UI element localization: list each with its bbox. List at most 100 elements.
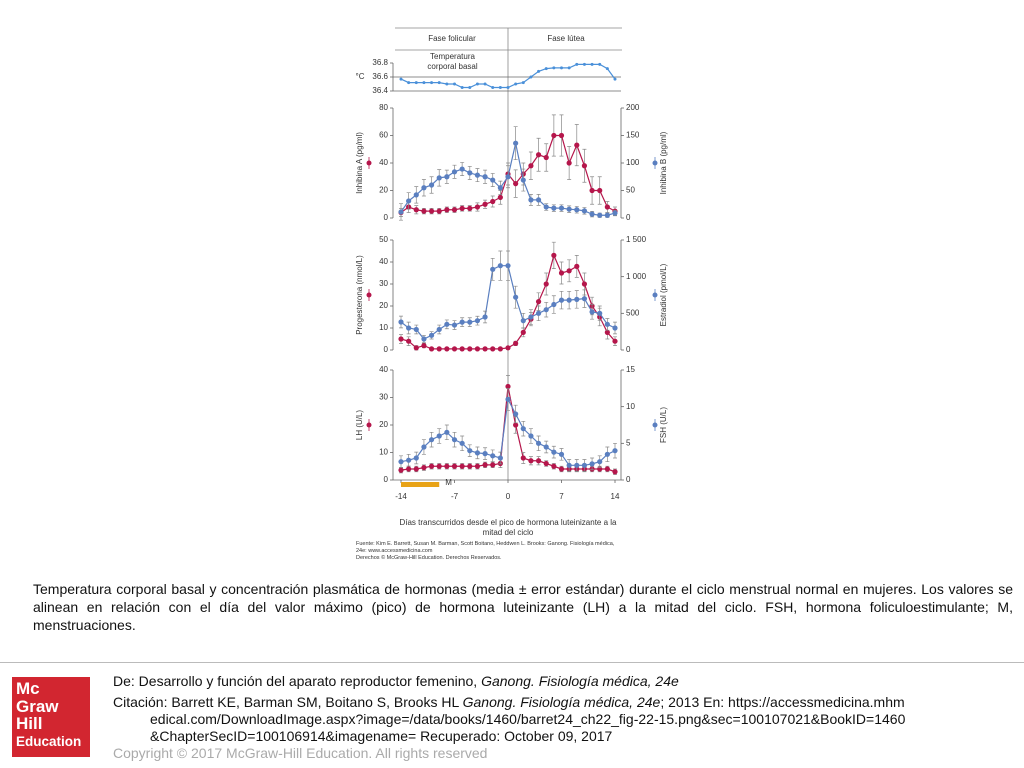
- y2-tick-label: 0: [626, 345, 631, 354]
- data-point: [436, 175, 442, 181]
- logo-line: Graw: [16, 696, 59, 716]
- data-point: [406, 457, 412, 463]
- from-book: Ganong. Fisiología médica, 24e: [481, 673, 679, 689]
- from-prefix: De: Desarrollo y función del aparato rep…: [113, 673, 482, 689]
- data-point: [428, 182, 435, 188]
- data-point: [459, 205, 465, 211]
- citation-book: Ganong. Fisiología médica, 24e: [462, 694, 661, 710]
- data-point: [535, 458, 542, 464]
- data-point: [497, 263, 503, 269]
- data-point: [474, 346, 481, 352]
- data-point: [459, 463, 465, 469]
- data-point: [451, 169, 458, 175]
- data-point: [535, 152, 542, 158]
- data-point: [558, 205, 565, 211]
- data-point: [436, 208, 442, 214]
- y2-tick-label: 0: [626, 213, 631, 222]
- data-point: [581, 281, 588, 287]
- data-point: [413, 466, 419, 472]
- data-point: [566, 462, 572, 468]
- x-tick-label: 14: [611, 492, 620, 501]
- data-point: [597, 187, 603, 194]
- data-point: [589, 309, 595, 315]
- legend-marker: [366, 292, 372, 298]
- data-point: [406, 198, 412, 204]
- copyright: Copyright © 2017 McGraw-Hill Education. …: [113, 745, 488, 761]
- data-point: [535, 197, 542, 203]
- data-point: [459, 319, 465, 325]
- data-point: [558, 270, 565, 276]
- data-point: [459, 440, 465, 446]
- data-point: [574, 207, 580, 213]
- data-point: [543, 281, 549, 287]
- x-tick-label: -14: [395, 492, 407, 501]
- data-point: [613, 77, 617, 81]
- data-point: [413, 345, 419, 351]
- source: Fuente: Kim E. Barrett, Susan M. Barman,…: [356, 541, 626, 562]
- data-point: [551, 132, 557, 139]
- data-point: [453, 82, 456, 86]
- y-tick-label: 80: [379, 103, 388, 112]
- data-point: [514, 82, 518, 86]
- x-axis-label: Días transcurridos desde el pico de horm…: [399, 518, 617, 537]
- y-tick-label: 36.8: [372, 58, 388, 67]
- data-point: [543, 154, 549, 161]
- data-point: [474, 204, 481, 210]
- data-point: [513, 422, 519, 428]
- data-point: [598, 62, 602, 66]
- y-tick-label: 10: [379, 323, 388, 332]
- data-point: [497, 194, 503, 200]
- data-point: [498, 86, 502, 89]
- data-point: [444, 174, 450, 180]
- data-point: [421, 336, 427, 342]
- data-point: [483, 82, 487, 86]
- source-text: Fuente: Kim E. Barrett, Susan M. Barman,…: [356, 541, 615, 554]
- data-point: [413, 455, 419, 461]
- data-point: [451, 322, 458, 328]
- legend-marker: [366, 422, 372, 428]
- data-point: [467, 205, 473, 211]
- y2-tick-label: 1 000: [626, 272, 647, 281]
- logo-line: Hill: [16, 714, 43, 733]
- data-point: [490, 198, 496, 205]
- y-tick-label: 20: [379, 186, 388, 195]
- data-point: [551, 205, 557, 211]
- data-point: [597, 310, 603, 316]
- data-point: [558, 297, 565, 303]
- data-point: [604, 321, 610, 327]
- data-point: [398, 336, 404, 342]
- x-tick-label: 0: [506, 492, 511, 501]
- data-point: [589, 461, 595, 467]
- axis-series-label: Estradiol (pmol/L): [659, 263, 668, 326]
- data-point: [428, 346, 435, 352]
- data-point: [581, 296, 588, 302]
- data-point: [513, 411, 519, 417]
- data-point: [467, 463, 473, 469]
- y2-tick-label: 5: [626, 438, 631, 447]
- data-point: [582, 62, 586, 66]
- data-point: [566, 160, 572, 166]
- data-point: [436, 346, 442, 352]
- axis-series-label: LH (U/L): [355, 410, 364, 441]
- data-point: [604, 451, 610, 457]
- data-point: [513, 340, 519, 346]
- data-point: [490, 453, 496, 459]
- data-point: [520, 318, 526, 324]
- data-point: [604, 212, 610, 218]
- rights-text: Derechos © McGraw-Hill Education. Derech…: [356, 555, 502, 561]
- data-point: [444, 346, 450, 352]
- data-point: [482, 314, 488, 320]
- data-point: [544, 67, 548, 71]
- data-point: [566, 268, 572, 274]
- data-point: [505, 263, 511, 269]
- divider: [0, 662, 1024, 663]
- data-point: [490, 266, 496, 272]
- data-point: [421, 444, 427, 450]
- y2-tick-label: 0: [626, 475, 631, 484]
- data-point: [528, 314, 534, 320]
- data-point: [491, 86, 495, 89]
- data-point: [520, 177, 526, 183]
- data-point: [444, 429, 450, 435]
- data-point: [612, 210, 618, 216]
- data-point: [490, 462, 496, 468]
